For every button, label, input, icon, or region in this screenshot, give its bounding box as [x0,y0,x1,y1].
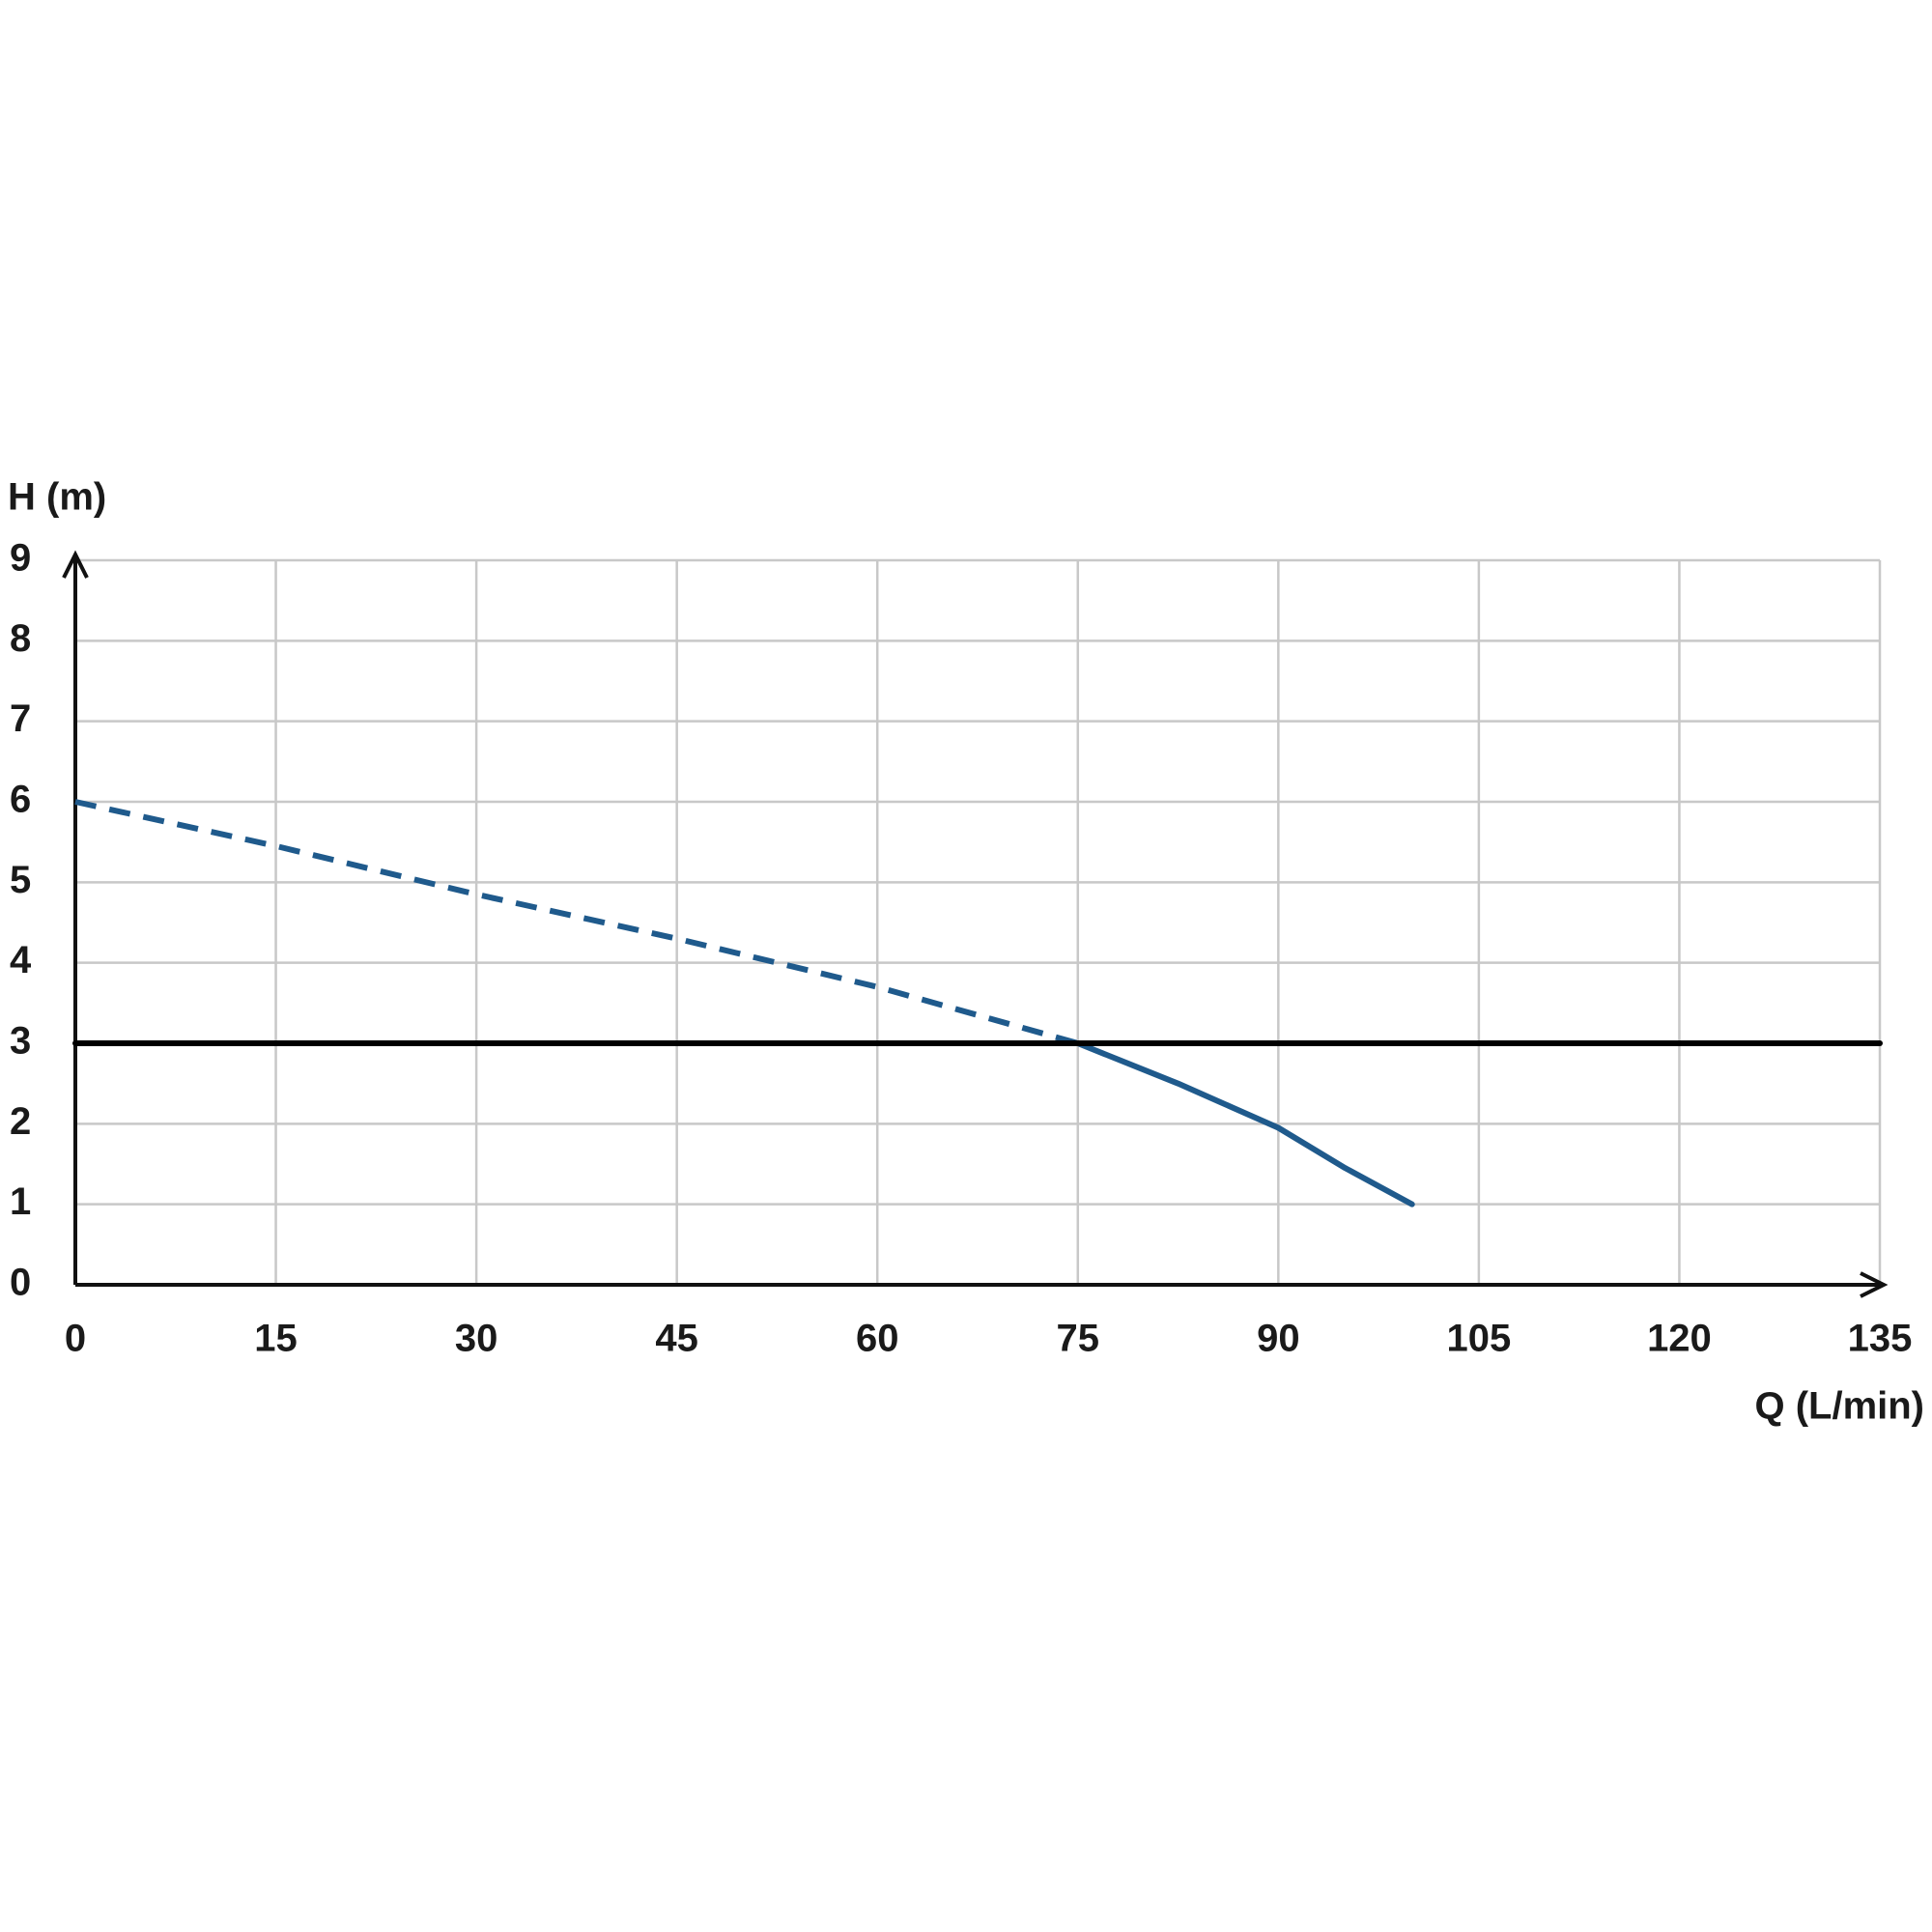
x-tick-label: 120 [1647,1318,1712,1360]
series-line [74,799,1079,1046]
x-tick-label: 135 [1848,1318,1913,1360]
y-tick-label: 3 [10,1020,31,1063]
x-tick-label: 30 [455,1318,498,1360]
series-line [1074,1040,1415,1208]
y-tick-label: 0 [10,1262,31,1304]
y-tick-label: 9 [10,537,31,580]
y-tick-label: 1 [10,1180,31,1223]
x-tick-label: 45 [655,1318,698,1360]
x-tick-label: 60 [856,1318,899,1360]
y-tick-label: 8 [10,617,31,660]
x-tick-label: 90 [1257,1318,1300,1360]
x-tick-label: 75 [1057,1318,1100,1360]
x-axis-label: Q (L/min) [1754,1385,1924,1428]
y-tick-label: 6 [10,779,31,821]
y-tick-label: 5 [10,859,31,901]
y-axis-arrow [62,550,89,579]
y-tick-label: 7 [10,697,31,740]
y-axis-label: H (m) [8,476,106,519]
x-tick-label: 15 [254,1318,298,1360]
x-tick-label: 105 [1447,1318,1512,1360]
y-tick-label: 4 [10,939,32,981]
x-axis-arrow [1860,1271,1889,1298]
x-tick-label: 0 [65,1318,86,1360]
y-tick-label: 2 [10,1100,31,1143]
